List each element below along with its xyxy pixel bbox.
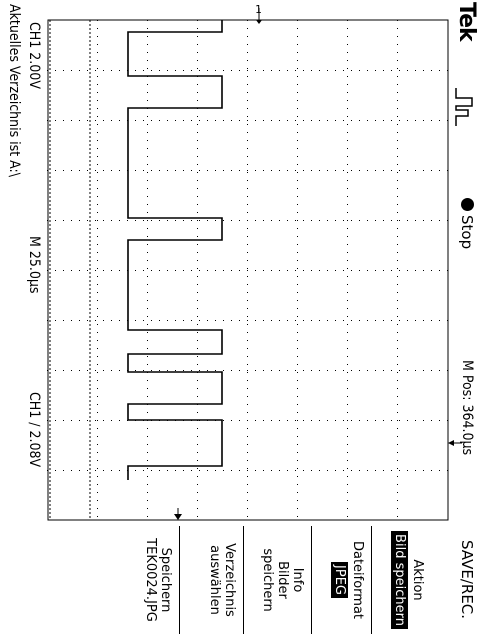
trigger-readout: CH1 ∕ 2.08V — [26, 392, 42, 468]
menu-save-file[interactable]: Speichern TEK0024.JPG — [142, 520, 173, 640]
trigger-position-arrow-icon — [448, 440, 462, 446]
trigger-level-arrow-icon — [174, 508, 182, 520]
menu-dir-line-1: Verzeichnis — [222, 543, 237, 617]
status-message: Aktuelles Verzeichnis ist A:\ — [6, 4, 22, 178]
side-menu: Aktion Bild speichern Dateiformat JPEG I… — [0, 520, 480, 640]
menu-save-line-1: Speichern — [158, 547, 173, 613]
menu-format-value: JPEG — [331, 562, 349, 598]
graticule-border — [47, 19, 449, 521]
menu-divider — [243, 526, 244, 634]
menu-save-filename: TEK0024.JPG — [143, 538, 159, 622]
menu-dir-line-2: auswählen — [207, 545, 223, 615]
channel-1-waveform — [127, 20, 223, 480]
menu-action[interactable]: Aktion Bild speichern — [391, 520, 425, 640]
menu-info-save-images[interactable]: Info Bilder speichern — [259, 520, 305, 640]
menu-info-line-1: Info — [290, 567, 305, 593]
channel-1-marker: 1 — [255, 3, 262, 24]
svg-text:1: 1 — [255, 3, 262, 16]
menu-divider — [179, 526, 180, 634]
trigger-waveform-icon — [455, 88, 473, 126]
menu-info-line-3: speichern — [260, 548, 276, 612]
menu-file-format[interactable]: Dateiformat JPEG — [331, 520, 365, 640]
grid-lines — [47, 20, 448, 517]
menu-select-directory[interactable]: Verzeichnis auswählen — [206, 520, 237, 640]
timebase-readout: M 25.0µs — [26, 236, 42, 294]
menu-action-label: Aktion — [410, 559, 425, 601]
menu-info-line-2: Bilder — [275, 561, 291, 599]
channel-scale-readout: CH1 2.00V — [26, 22, 42, 89]
menu-divider — [371, 526, 372, 634]
menu-format-label: Dateiformat — [350, 540, 365, 620]
menu-divider — [311, 526, 312, 634]
menu-action-value: Bild speichern — [391, 531, 409, 629]
